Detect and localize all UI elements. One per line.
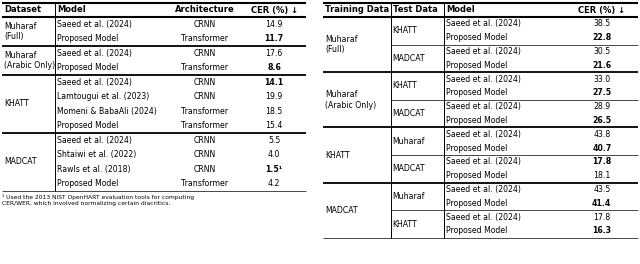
Text: 4.0: 4.0 [268,150,280,159]
Text: Dataset: Dataset [4,6,41,15]
Text: KHATT: KHATT [4,100,29,109]
Text: MADCAT: MADCAT [325,206,358,215]
Text: Proposed Model: Proposed Model [446,199,508,208]
Text: MADCAT: MADCAT [393,54,426,63]
Text: Muharaf
(Full): Muharaf (Full) [4,22,36,41]
Text: 26.5: 26.5 [592,116,611,125]
Text: Saeed et al. (2024): Saeed et al. (2024) [446,213,521,221]
Text: CRNN: CRNN [194,165,216,174]
Text: Proposed Model: Proposed Model [57,179,118,188]
Text: Transformer: Transformer [181,63,228,72]
Text: 14.9: 14.9 [266,20,283,29]
Text: Saeed et al. (2024): Saeed et al. (2024) [57,49,132,58]
Text: 17.8: 17.8 [593,213,611,221]
Text: Rawls et al. (2018): Rawls et al. (2018) [57,165,131,174]
Text: Model: Model [446,6,475,15]
Text: ¹ Used the 2013 NIST OpenHART evaluation tools for computing
CER/WER, which invo: ¹ Used the 2013 NIST OpenHART evaluation… [2,194,194,206]
Text: 4.2: 4.2 [268,179,280,188]
Text: 43.8: 43.8 [593,130,611,139]
Text: 22.8: 22.8 [592,33,611,42]
Text: 15.4: 15.4 [266,121,283,130]
Text: 16.3: 16.3 [592,227,611,235]
Text: CER (%) ↓: CER (%) ↓ [578,6,625,15]
Text: Proposed Model: Proposed Model [446,171,508,180]
Text: KHATT: KHATT [393,26,417,35]
Text: Transformer: Transformer [181,34,228,43]
Text: Saeed et al. (2024): Saeed et al. (2024) [446,102,521,111]
Text: 28.9: 28.9 [593,102,611,111]
Text: Proposed Model: Proposed Model [446,33,508,42]
Text: Transformer: Transformer [181,121,228,130]
Text: Muharaf
(Arabic Only): Muharaf (Arabic Only) [4,51,55,70]
Text: CRNN: CRNN [194,20,216,29]
Text: 41.4: 41.4 [592,199,611,208]
Text: Saeed et al. (2024): Saeed et al. (2024) [446,75,521,84]
Text: Proposed Model: Proposed Model [446,88,508,97]
Text: CRNN: CRNN [194,49,216,58]
Text: 21.6: 21.6 [592,61,611,70]
Text: CER (%) ↓: CER (%) ↓ [250,6,298,15]
Text: CRNN: CRNN [194,78,216,87]
Text: Proposed Model: Proposed Model [446,144,508,153]
Text: Muharaf: Muharaf [393,192,425,201]
Text: 43.5: 43.5 [593,185,611,194]
Text: Saeed et al. (2024): Saeed et al. (2024) [446,19,521,29]
Text: Saeed et al. (2024): Saeed et al. (2024) [57,78,132,87]
Text: Saeed et al. (2024): Saeed et al. (2024) [446,157,521,166]
Text: Saeed et al. (2024): Saeed et al. (2024) [446,130,521,139]
Text: Proposed Model: Proposed Model [446,116,508,125]
Text: 17.8: 17.8 [592,157,611,166]
Text: Proposed Model: Proposed Model [446,61,508,70]
Text: 14.1: 14.1 [264,78,284,87]
Text: 11.7: 11.7 [264,34,284,43]
Text: 1.5¹: 1.5¹ [266,165,283,174]
Text: 38.5: 38.5 [593,19,611,29]
Text: Training Data: Training Data [325,6,389,15]
Text: Proposed Model: Proposed Model [57,34,118,43]
Text: CRNN: CRNN [194,92,216,101]
Text: MADCAT: MADCAT [393,164,426,173]
Text: 17.6: 17.6 [266,49,283,58]
Text: Architecture: Architecture [175,6,235,15]
Text: 40.7: 40.7 [592,144,611,153]
Text: Saeed et al. (2024): Saeed et al. (2024) [57,20,132,29]
Text: KHATT: KHATT [393,219,417,229]
Text: Test Data: Test Data [393,6,438,15]
Text: Muharaf
(Full): Muharaf (Full) [325,35,357,54]
Text: Saeed et al. (2024): Saeed et al. (2024) [446,47,521,56]
Text: 18.1: 18.1 [593,171,611,180]
Text: Proposed Model: Proposed Model [57,121,118,130]
Text: Saeed et al. (2024): Saeed et al. (2024) [446,185,521,194]
Text: Proposed Model: Proposed Model [57,63,118,72]
Text: MADCAT: MADCAT [4,158,36,167]
Text: KHATT: KHATT [393,82,417,91]
Text: CRNN: CRNN [194,136,216,145]
Text: Muharaf: Muharaf [393,137,425,146]
Text: Shtaiwi et al. (2022): Shtaiwi et al. (2022) [57,150,136,159]
Text: MADCAT: MADCAT [393,109,426,118]
Text: KHATT: KHATT [325,150,349,159]
Text: 27.5: 27.5 [592,88,611,97]
Text: 8.6: 8.6 [267,63,281,72]
Text: Model: Model [57,6,86,15]
Text: CRNN: CRNN [194,150,216,159]
Text: Muharaf
(Arabic Only): Muharaf (Arabic Only) [325,90,376,110]
Text: Lamtougui et al. (2023): Lamtougui et al. (2023) [57,92,150,101]
Text: 33.0: 33.0 [593,75,611,84]
Text: Proposed Model: Proposed Model [446,227,508,235]
Text: 5.5: 5.5 [268,136,280,145]
Text: 30.5: 30.5 [593,47,611,56]
Text: Transformer: Transformer [181,179,228,188]
Text: Transformer: Transformer [181,107,228,116]
Text: Saeed et al. (2024): Saeed et al. (2024) [57,136,132,145]
Text: Momeni & BabaAli (2024): Momeni & BabaAli (2024) [57,107,157,116]
Text: 19.9: 19.9 [266,92,283,101]
Text: 18.5: 18.5 [266,107,283,116]
